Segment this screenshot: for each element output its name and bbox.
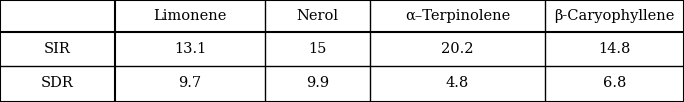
Text: 9.7: 9.7 [179, 76, 202, 90]
Text: Limonene: Limonene [153, 9, 226, 23]
Text: 20.2: 20.2 [441, 42, 474, 56]
Text: 6.8: 6.8 [603, 76, 626, 90]
Text: 13.1: 13.1 [174, 42, 206, 56]
Text: 4.8: 4.8 [446, 76, 469, 90]
Text: SIR: SIR [44, 42, 71, 56]
Text: SDR: SDR [41, 76, 74, 90]
Text: Nerol: Nerol [296, 9, 339, 23]
Text: 14.8: 14.8 [598, 42, 631, 56]
Text: α–Terpinolene: α–Terpinolene [405, 9, 510, 23]
Text: 9.9: 9.9 [306, 76, 329, 90]
Text: β-Caryophyllene: β-Caryophyllene [554, 9, 674, 23]
Text: 15: 15 [308, 42, 327, 56]
